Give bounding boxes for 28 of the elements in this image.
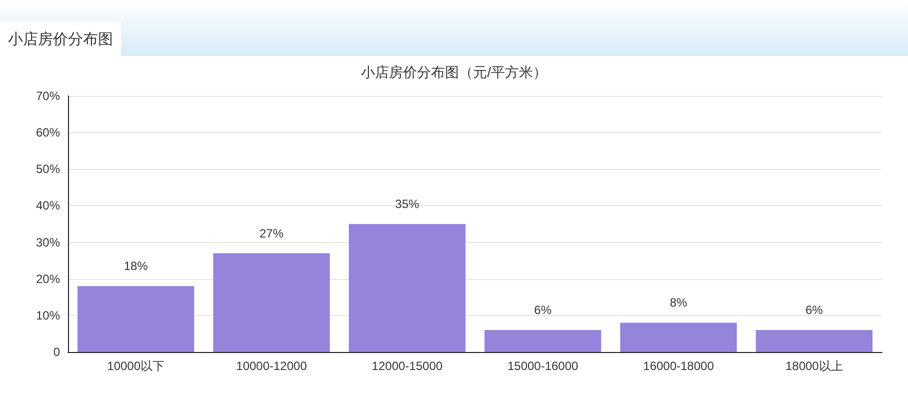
y-tick-label: 20% bbox=[36, 272, 60, 286]
y-tick-label: 70% bbox=[36, 89, 60, 103]
bar bbox=[756, 330, 873, 352]
x-tick-label: 15000-16000 bbox=[507, 359, 579, 373]
x-tick-label: 18000以上 bbox=[785, 359, 843, 373]
bar bbox=[620, 322, 737, 352]
x-tick-label: 16000-18000 bbox=[643, 359, 714, 373]
y-tick-label: 0 bbox=[53, 345, 60, 359]
y-tick-label: 30% bbox=[36, 235, 60, 250]
y-tick-label: 10% bbox=[36, 308, 60, 322]
chart-subtitle: 小店房价分布图（元/平方米） bbox=[361, 64, 547, 80]
bar bbox=[77, 286, 194, 352]
x-tick-label: 10000-12000 bbox=[236, 359, 308, 373]
chart-title: 小店房价分布图 bbox=[0, 22, 121, 56]
data-label: 6% bbox=[534, 303, 552, 318]
x-tick-label: 12000-15000 bbox=[372, 359, 443, 373]
data-label: 18% bbox=[124, 259, 148, 274]
data-label: 27% bbox=[259, 226, 284, 240]
y-tick-label: 40% bbox=[36, 198, 60, 213]
data-label: 35% bbox=[395, 197, 420, 211]
y-tick-label: 50% bbox=[36, 162, 60, 176]
bar bbox=[484, 330, 602, 352]
data-label: 8% bbox=[670, 296, 688, 310]
bar bbox=[348, 224, 466, 352]
x-tick-label: 10000以下 bbox=[107, 359, 165, 373]
y-tick-label: 60% bbox=[36, 126, 60, 140]
data-label: 6% bbox=[805, 303, 824, 318]
bar bbox=[213, 253, 330, 352]
